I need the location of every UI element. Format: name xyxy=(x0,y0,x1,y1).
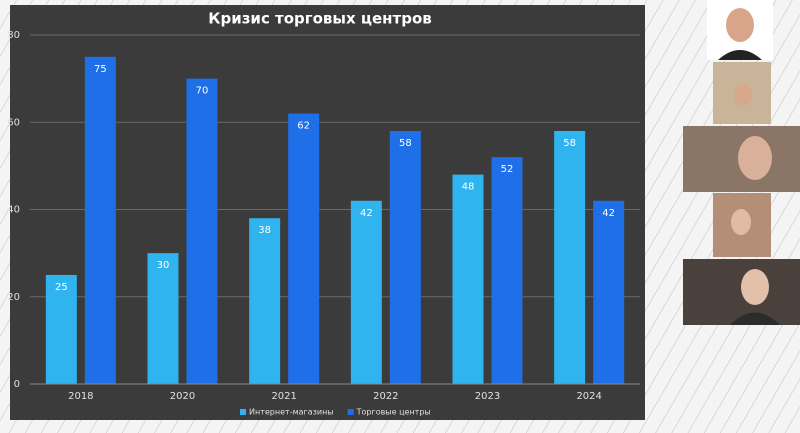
video-tile xyxy=(683,259,800,325)
bar xyxy=(452,174,484,384)
face xyxy=(734,84,752,106)
legend-label: Интернет-магазины xyxy=(249,408,334,417)
x-tick-label: 2018 xyxy=(68,391,93,402)
face xyxy=(731,209,751,235)
legend-swatch xyxy=(240,409,246,415)
body xyxy=(730,312,780,325)
face xyxy=(738,136,772,180)
bar xyxy=(186,78,218,384)
data-label: 42 xyxy=(360,208,373,219)
bar xyxy=(491,157,523,384)
data-label: 58 xyxy=(399,138,412,149)
data-label: 48 xyxy=(462,182,475,193)
face xyxy=(726,8,754,42)
face xyxy=(741,269,769,305)
bar xyxy=(84,56,116,384)
x-tick-label: 2020 xyxy=(170,391,195,402)
x-tick-label: 2022 xyxy=(373,391,398,402)
data-label: 42 xyxy=(602,208,615,219)
x-tick-label: 2023 xyxy=(475,391,500,402)
legend-swatch xyxy=(347,409,354,415)
participants xyxy=(683,0,800,325)
bar xyxy=(147,253,179,384)
data-label: 25 xyxy=(55,282,68,293)
y-tick-label: 20 xyxy=(7,292,20,303)
y-tick-label: 40 xyxy=(7,205,20,216)
data-label: 62 xyxy=(297,121,310,132)
bar xyxy=(249,218,281,384)
y-tick-label: 0 xyxy=(14,379,20,390)
data-label: 52 xyxy=(501,164,514,175)
data-label: 38 xyxy=(258,225,271,236)
legend-label: Торговые центры xyxy=(356,408,431,417)
data-label: 58 xyxy=(563,138,576,149)
bar xyxy=(288,113,320,385)
bar xyxy=(389,130,421,384)
body xyxy=(718,50,762,60)
x-tick-label: 2021 xyxy=(271,391,296,402)
bar xyxy=(554,130,586,384)
y-tick-label: 60 xyxy=(7,117,20,128)
y-tick-label: 80 xyxy=(7,30,20,41)
bar xyxy=(593,200,625,384)
bar xyxy=(350,200,382,384)
x-tick-label: 2024 xyxy=(576,391,601,402)
bar xyxy=(45,274,77,384)
data-label: 75 xyxy=(94,64,107,75)
chart-title: Кризис торговых центров xyxy=(208,10,432,28)
data-label: 70 xyxy=(196,86,209,97)
data-label: 30 xyxy=(157,260,170,271)
